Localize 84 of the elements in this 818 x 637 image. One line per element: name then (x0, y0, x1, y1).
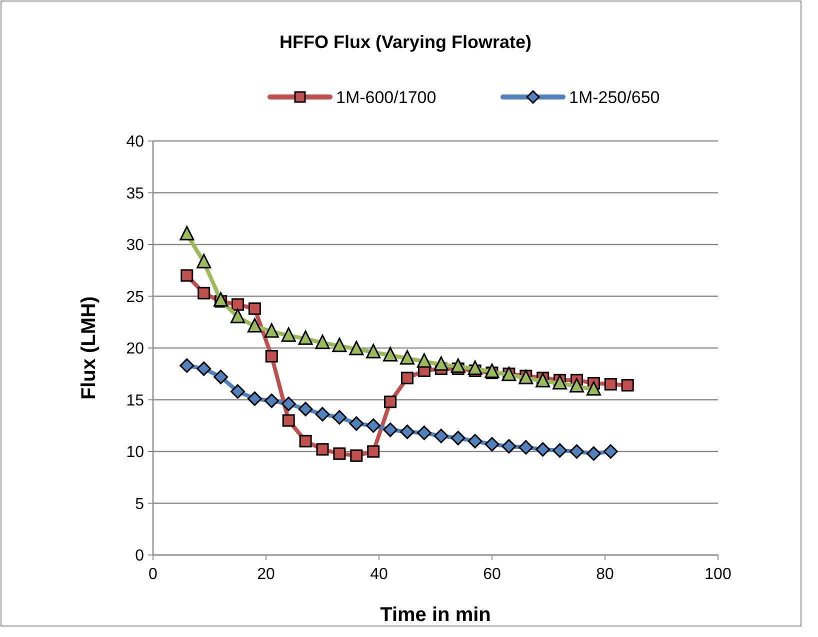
point (315, 406, 330, 422)
point (349, 416, 364, 431)
point (214, 370, 228, 384)
point (230, 384, 245, 399)
point (180, 226, 194, 240)
legend-label: 1M-600/1700 (336, 88, 436, 107)
point (383, 422, 398, 438)
point (400, 424, 414, 440)
point (264, 323, 279, 338)
point (536, 442, 550, 457)
point (315, 334, 330, 350)
point (350, 449, 363, 462)
point (198, 286, 210, 300)
point (333, 447, 346, 460)
point (586, 446, 601, 461)
point (264, 394, 279, 408)
y-tick-label: 30 (126, 237, 144, 254)
point (180, 358, 194, 373)
point (180, 269, 194, 282)
point (468, 434, 482, 448)
legend-label: 1M-250/650 (569, 88, 660, 107)
point (332, 338, 347, 352)
y-tick-label: 20 (126, 340, 144, 358)
point (484, 437, 500, 452)
point (248, 302, 261, 315)
x-tick-label: 80 (596, 566, 614, 583)
point (400, 350, 414, 365)
point (299, 434, 312, 448)
point (196, 254, 212, 268)
point (621, 379, 634, 392)
point (316, 443, 329, 456)
point (366, 418, 381, 433)
point (366, 344, 381, 358)
point (298, 330, 313, 345)
y-tick-label: 0 (135, 548, 144, 565)
point (401, 372, 414, 384)
point (586, 381, 601, 396)
point (552, 443, 568, 458)
point (281, 396, 296, 412)
x-tick-label: 60 (483, 566, 501, 583)
point (450, 358, 466, 373)
point (502, 439, 516, 454)
point (484, 364, 500, 378)
point (214, 292, 228, 307)
y-tick-label: 35 (126, 185, 144, 202)
point (416, 353, 432, 368)
y-axis-title: Flux (LMH) (78, 296, 100, 400)
y-tick-label: 10 (126, 444, 144, 462)
point (367, 445, 380, 458)
point (298, 402, 313, 416)
chart-title: HFFO Flux (Varying Flowrate) (279, 32, 532, 52)
point (247, 391, 262, 406)
point (570, 378, 584, 393)
point (604, 378, 617, 390)
point (282, 414, 295, 427)
point (450, 430, 466, 446)
point (247, 318, 262, 333)
x-tick-label: 100 (704, 566, 732, 583)
point (265, 350, 278, 363)
point (434, 356, 448, 371)
point (416, 426, 432, 440)
point (196, 361, 212, 376)
y-tick-label: 5 (135, 496, 144, 513)
point (552, 374, 568, 390)
point (434, 428, 448, 444)
y-tick-label: 40 (126, 134, 144, 151)
point (468, 360, 482, 375)
x-axis-title: Time in min (380, 604, 491, 626)
x-tick-label: 0 (148, 566, 158, 583)
y-tick-label: 15 (126, 392, 144, 410)
point (384, 396, 397, 408)
y-tick-label: 25 (126, 288, 144, 306)
point (383, 346, 398, 362)
point (603, 444, 618, 459)
point (349, 340, 364, 356)
point (570, 444, 584, 459)
point (536, 372, 550, 388)
x-tick-label: 40 (370, 566, 388, 583)
x-tick-label: 20 (257, 566, 275, 583)
point (230, 308, 245, 324)
point (332, 410, 347, 425)
point (518, 440, 534, 455)
point (232, 298, 244, 311)
point (281, 327, 296, 342)
